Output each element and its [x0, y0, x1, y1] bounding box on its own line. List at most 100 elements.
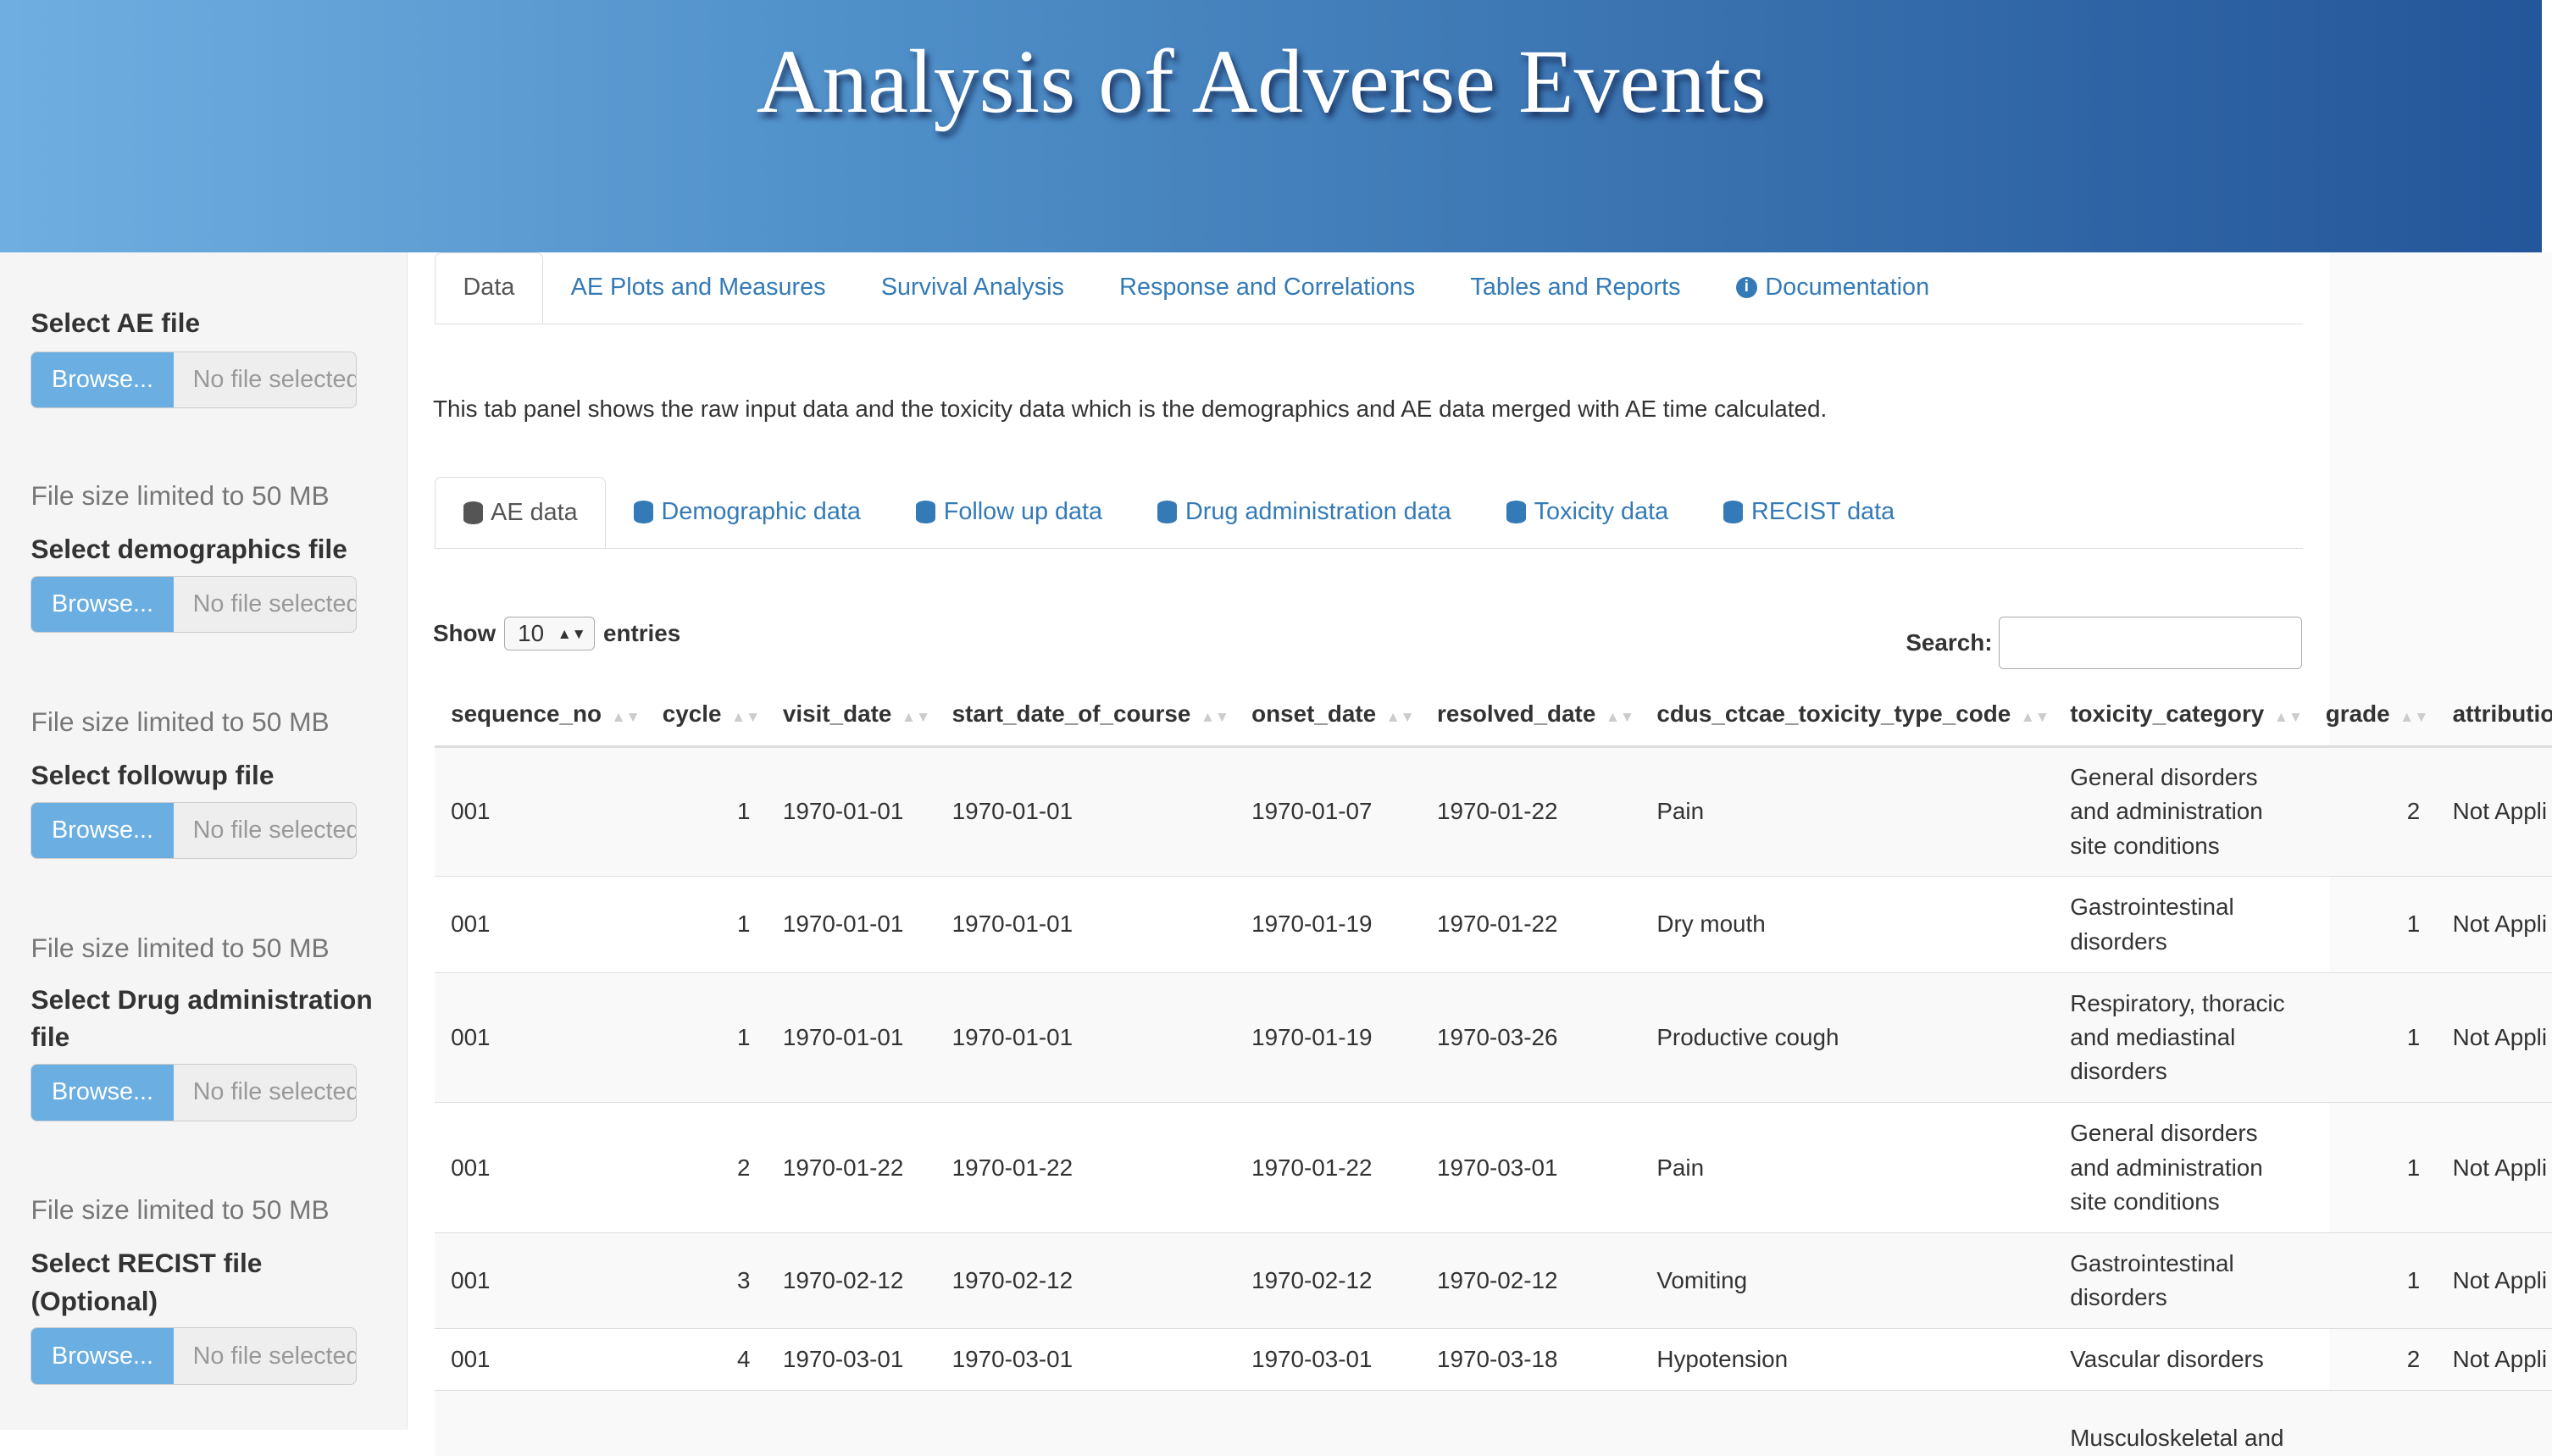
column-header-visit_date[interactable]: visit_date ▲▼ [766, 683, 936, 748]
column-header-grade[interactable]: grade ▲▼ [2309, 683, 2437, 748]
column-label: start_date_of_course [951, 700, 1191, 728]
table-cell-onset_date: 1970-01-19 [1234, 972, 1421, 1103]
table-cell-onset_date: 1970-03-01 [1234, 1328, 1421, 1391]
select-arrows-icon: ▲▼ [557, 624, 586, 642]
column-header-sequence_no[interactable]: sequence_no ▲▼ [434, 683, 646, 748]
tab-tables-and-reports[interactable]: Tables and Reports [1443, 252, 1708, 323]
search-input[interactable] [1999, 617, 2302, 669]
tab-label: Data [463, 274, 515, 302]
subtab-drug-administration-data[interactable]: Drug administration data [1130, 477, 1479, 547]
browse-button[interactable]: Browse... [31, 1328, 174, 1384]
column-label: cycle [662, 700, 722, 728]
table-cell-start_date_of_course: 1970-01-01 [935, 972, 1235, 1103]
column-label: onset_date [1251, 700, 1377, 728]
sort-icon: ▲▼ [901, 708, 931, 726]
database-icon [916, 500, 936, 523]
search-control: Search: [1906, 617, 2302, 669]
table-cell-sequence_no [434, 1390, 646, 1456]
column-header-start_date_of_course[interactable]: start_date_of_course ▲▼ [935, 683, 1235, 748]
entries-value: 10 [518, 620, 545, 647]
database-icon [1506, 500, 1527, 523]
column-header-cdus_ctcae_toxicity_type_code[interactable]: cdus_ctcae_toxicity_type_code ▲▼ [1640, 683, 2055, 748]
table-cell-toxicity_category: Gastrointestinal disorders [2054, 1232, 2310, 1329]
tab-response-and-correlations[interactable]: Response and Correlations [1092, 252, 1443, 323]
column-label: attributio [2452, 700, 2552, 728]
table-cell-sequence_no: 001 [434, 1232, 646, 1329]
file-name-display: No file selected [173, 1328, 356, 1384]
database-icon [463, 501, 483, 524]
subtab-follow-up-data[interactable]: Follow up data [889, 477, 1130, 547]
table-cell-toxicity_category: Vascular disorders [2054, 1328, 2310, 1391]
table-cell-cdus_ctcae_toxicity_type_code [1640, 1390, 2055, 1456]
sort-icon: ▲▼ [1385, 708, 1415, 726]
table-cell-grade: 1 [2309, 1102, 2437, 1233]
table-cell-onset_date: 1970-01-07 [1234, 745, 1421, 877]
entries-select[interactable]: 10 ▲▼ [503, 617, 596, 651]
table-cell-sequence_no: 001 [434, 1102, 646, 1233]
table-cell-visit_date [766, 1390, 936, 1456]
file-input[interactable]: Browse... No file selected [31, 1064, 357, 1121]
table-cell-attributio: Not Appli [2436, 972, 2552, 1103]
tab-data[interactable]: Data [434, 252, 543, 324]
tab-ae-plots-and-measures[interactable]: AE Plots and Measures [543, 252, 853, 323]
table-cell-attributio [2436, 1390, 2552, 1456]
tab-documentation[interactable]: i Documentation [1708, 252, 1957, 323]
file-name-display: No file selected [173, 1065, 356, 1121]
table-row: 001 1 1970-01-01 1970-01-01 1970-01-07 1970-0… [434, 745, 2552, 877]
sort-icon: ▲▼ [2273, 708, 2303, 726]
column-header-resolved_date[interactable]: resolved_date ▲▼ [1420, 683, 1641, 748]
column-label: resolved_date [1437, 700, 1596, 728]
column-header-attributio[interactable]: attributio [2436, 683, 2552, 748]
table-cell-grade: 1 [2309, 1232, 2437, 1329]
table-cell-toxicity_category: Gastrointestinal disorders [2054, 876, 2310, 973]
data-subtabs: AE data Demographic data Follow up data Dru… [434, 476, 2304, 550]
subtab-toxicity-data[interactable]: Toxicity data [1478, 477, 1695, 547]
file-input[interactable]: Browse... No file selected [31, 575, 357, 634]
file-input[interactable]: Browse... No file selected [31, 1327, 357, 1385]
database-icon [1723, 500, 1744, 523]
file-input[interactable]: Browse... No file selected [31, 351, 357, 409]
table-cell-visit_date: 1970-01-01 [766, 972, 936, 1103]
main-tabs: Data AE Plots and Measures Survival Analys… [434, 252, 2304, 325]
table-cell-visit_date: 1970-01-22 [766, 1102, 936, 1233]
table-cell-cdus_ctcae_toxicity_type_code: Pain [1640, 1102, 2055, 1233]
entries-label: entries [602, 620, 681, 647]
table-cell-sequence_no: 001 [434, 1328, 646, 1391]
subtab-label: Toxicity data [1534, 497, 1669, 525]
table-row: 001 2 1970-01-22 1970-01-22 1970-01-22 1970-0… [434, 1102, 2552, 1233]
subtab-ae-data[interactable]: AE data [434, 476, 607, 549]
sort-icon: ▲▼ [1605, 708, 1635, 726]
browse-button[interactable]: Browse... [31, 352, 174, 408]
table-cell-start_date_of_course: 1970-03-01 [935, 1328, 1235, 1391]
column-header-toxicity_category[interactable]: toxicity_category ▲▼ [2054, 683, 2310, 748]
table-cell-resolved_date [1420, 1390, 1641, 1456]
length-control: Show 10 ▲▼ entries [433, 617, 681, 651]
browse-button[interactable]: Browse... [31, 576, 174, 633]
column-header-onset_date[interactable]: onset_date ▲▼ [1234, 683, 1421, 748]
subtab-demographic-data[interactable]: Demographic data [606, 477, 888, 547]
file-input-label: Select AE file [31, 307, 201, 339]
table-cell-visit_date: 1970-01-01 [766, 745, 936, 877]
subtab-label: AE data [491, 498, 578, 526]
column-header-cycle[interactable]: cycle ▲▼ [646, 683, 767, 748]
table-cell-cdus_ctcae_toxicity_type_code: Dry mouth [1640, 876, 2055, 973]
file-size-note: File size limited to 50 MB [31, 932, 330, 963]
file-input[interactable]: Browse... No file selected [31, 801, 357, 860]
ae-data-table: sequence_no ▲▼ cycle ▲▼ visit_date ▲▼ start_da… [434, 683, 2552, 1456]
subtab-recist-data[interactable]: RECIST data [1696, 477, 1922, 547]
main-panel: Data AE Plots and Measures Survival Analys… [408, 252, 2552, 1456]
sort-icon: ▲▼ [2020, 708, 2050, 726]
app-header: Analysis of Adverse Events [0, 0, 2543, 252]
search-label: Search: [1906, 628, 1993, 656]
database-icon [633, 500, 653, 523]
table-cell-resolved_date: 1970-03-26 [1420, 972, 1641, 1103]
table-cell-sequence_no: 001 [434, 972, 646, 1103]
browse-button[interactable]: Browse... [31, 1065, 174, 1121]
tab-survival-analysis[interactable]: Survival Analysis [853, 252, 1091, 323]
table-row: 001 4 1970-03-01 1970-03-01 1970-03-01 1970-0… [434, 1328, 2552, 1391]
table-cell-cycle: 1 [646, 745, 767, 877]
file-size-note: File size limited to 50 MB [31, 706, 330, 737]
column-label: cdus_ctcae_toxicity_type_code [1656, 700, 2011, 728]
browse-button[interactable]: Browse... [31, 802, 174, 859]
table-row: Musculoskeletal and [434, 1390, 2552, 1456]
